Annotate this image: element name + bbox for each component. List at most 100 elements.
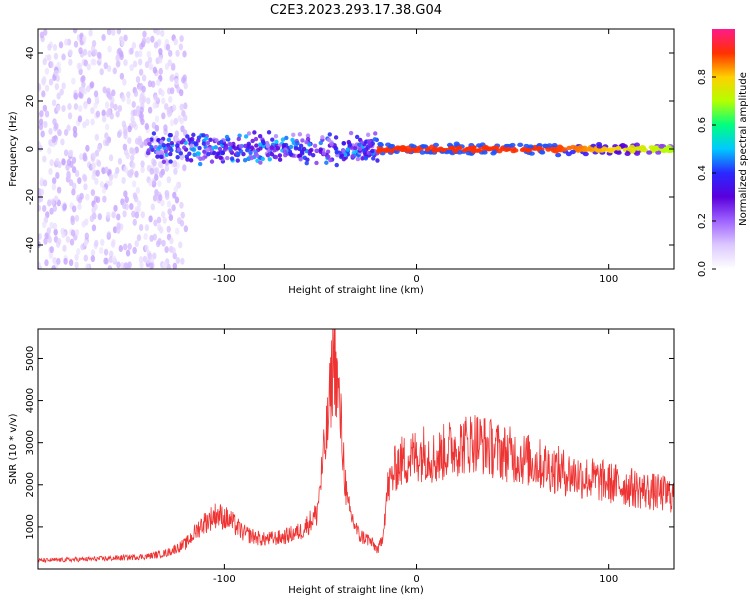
heatmap-cell [131,161,136,169]
heatmap-cell [106,231,112,239]
heatmap-cell [111,255,117,263]
heatmap-cell [139,261,144,269]
heatmap-cell [158,194,163,202]
heatmap-cell [102,86,107,94]
heatmap-cell [111,239,116,247]
heatmap-cell [339,153,344,158]
heatmap-cell [629,149,636,154]
heatmap-cell [134,206,139,214]
heatmap-cell [185,134,190,139]
heatmap-cell [179,201,184,209]
heatmap-cell [89,215,95,223]
heatmap-cell [138,223,144,231]
heatmap-cell [277,153,283,158]
heatmap-cell [155,154,160,159]
heatmap-cell [164,193,170,201]
heatmap-cell [147,80,153,88]
heatmap-cell [546,143,553,148]
heatmap-cell [277,157,283,162]
y-tick-label: 5000 [25,346,36,371]
heatmap-cell [615,146,622,151]
heatmap-cell [432,146,439,151]
heatmap-cell [74,261,79,269]
heatmap-cell [102,195,107,203]
heatmap-cell [52,256,57,264]
heatmap-cell [49,246,54,254]
heatmap-cell [121,95,126,103]
heatmap-cell [175,143,180,148]
heatmap-cell [46,227,52,235]
heatmap-cell [146,148,151,153]
heatmap-cell [238,144,244,149]
x-tick-label: -100 [213,574,236,585]
heatmap-cell [90,118,95,126]
heatmap-cell [80,243,85,251]
heatmap-cell [70,218,75,226]
heatmap-cell [224,145,229,150]
heatmap-cell [103,62,108,70]
heatmap-cell [551,143,558,148]
heatmap-cell [90,255,96,263]
heatmap-cell [188,158,194,163]
x-tick-label: 0 [413,574,419,585]
heatmap-cell [243,134,249,139]
snr-frame [37,328,675,570]
heatmap-cell [71,205,77,213]
heatmap-cell [42,179,48,187]
heatmap-cell [38,233,41,241]
heatmap-cell [370,148,375,154]
heatmap-cell [466,146,473,151]
heatmap-cell [115,60,121,68]
heatmap-cell [147,106,153,114]
snr-x-ticks: -100 0 100 [213,329,618,585]
heatmap-cell [168,95,173,103]
heatmap-cell [103,248,109,256]
heatmap-cell [214,138,219,143]
heatmap-cell [44,84,50,92]
heatmap-cell [150,35,155,43]
heatmap-cell [474,148,481,153]
heatmap-cell [90,58,95,66]
heatmap-cell [152,101,157,109]
heatmap-cell [123,165,128,173]
heatmap-cell [538,149,545,155]
heatmap-cell [212,150,217,156]
heatmap-cell [168,151,173,157]
heatmap-cell [205,140,211,146]
heatmap-cell [187,151,192,156]
heatmap-cell [138,50,143,58]
heatmap-cell [519,147,526,153]
heatmap-cell [131,210,136,218]
heatmap-cell [639,144,646,150]
heatmap-cell [155,150,160,155]
heatmap-cell [129,203,134,211]
heatmap-cell [163,124,168,132]
heatmap-cell [157,180,162,188]
heatmap-cell [377,142,384,148]
heatmap-cell [542,143,549,149]
heatmap-cell [136,200,142,208]
heatmap-cell [270,137,275,142]
heatmap-cell [81,220,86,228]
heatmap-cell [66,124,71,132]
heatmap-cell [77,202,82,210]
heatmap-cell [208,137,213,142]
heatmap-cell [147,56,153,64]
heatmap-cell [60,138,65,146]
heatmap-cell [79,153,84,161]
colorbar: 0.0 0.2 0.4 0.6 0.8 Normalized spectral ampl… [697,29,749,277]
heatmap-cell [104,101,110,109]
heatmap-cell [159,139,164,145]
heatmap-cell [72,29,78,34]
heatmap-cell [191,132,196,138]
heatmap-cell [56,104,61,112]
heatmap-cell [51,177,57,185]
heatmap-cell [106,211,111,219]
heatmap-cell [556,145,563,151]
heatmap-cell [159,226,164,234]
heatmap-cell [150,203,156,211]
colorbar-tick-label: 0.2 [697,213,708,229]
heatmap-cell [142,95,147,103]
heatmap-cell [93,101,98,109]
heatmap-cell [148,63,154,71]
